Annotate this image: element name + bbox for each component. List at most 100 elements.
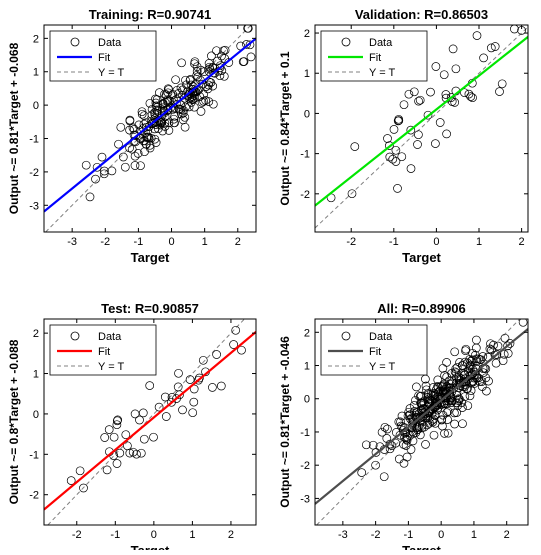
data-point (382, 434, 392, 443)
data-point (385, 152, 395, 162)
x-tick-label: -2 (346, 236, 356, 248)
data-point (145, 381, 155, 390)
x-tick-label: -2 (72, 529, 82, 541)
x-tick-label: 1 (476, 236, 482, 248)
data-point (422, 409, 431, 418)
data-point (104, 425, 114, 434)
y-tick-label: -2 (29, 490, 39, 502)
fit-line (44, 331, 256, 511)
data-point (204, 97, 214, 106)
data-point (207, 51, 216, 61)
data-point (112, 459, 122, 468)
data-point (398, 425, 408, 435)
data-point (125, 116, 135, 126)
data-point (460, 382, 470, 391)
data-point (402, 435, 412, 445)
data-point (160, 392, 170, 402)
data-point (130, 409, 140, 419)
data-point (79, 483, 88, 493)
data-point (242, 40, 251, 49)
legend: Data Fit Y = T (49, 30, 157, 82)
data-point (157, 112, 166, 121)
data-point (116, 122, 126, 132)
data-point (435, 386, 444, 396)
data-point (487, 345, 496, 355)
y-tick-label: -2 (300, 460, 310, 472)
data-point (446, 93, 456, 102)
x-tick-label: 2 (504, 529, 510, 541)
data-point (500, 333, 510, 343)
legend-data-marker (341, 331, 351, 341)
data-point (129, 125, 139, 134)
data-point (423, 110, 433, 120)
data-point (478, 352, 488, 361)
data-point (415, 95, 425, 105)
data-point (465, 361, 475, 371)
data-point (231, 325, 241, 335)
x-tick-label: 1 (471, 529, 477, 541)
y-tick-label: 2 (304, 28, 310, 40)
legend-data-marker (70, 331, 80, 341)
data-point (198, 355, 208, 365)
data-point (492, 350, 502, 359)
data-point (503, 349, 513, 358)
data-point (115, 448, 125, 458)
data-point (178, 115, 188, 125)
data-point (178, 405, 187, 415)
data-point (428, 417, 438, 427)
data-point (377, 427, 387, 437)
data-layer (315, 319, 528, 525)
data-point (190, 91, 199, 100)
data-point (163, 95, 172, 105)
data-point (409, 87, 419, 97)
data-point (216, 381, 226, 391)
data-point (219, 46, 228, 56)
chart-title: All: R=0.89906 (377, 301, 466, 316)
data-point (243, 25, 253, 33)
data-point (196, 107, 206, 116)
data-point (189, 397, 199, 407)
data-point (149, 432, 158, 442)
data-point (145, 98, 155, 108)
data-point (391, 438, 401, 448)
y-tick-label: -3 (300, 493, 310, 505)
legend-data-marker (341, 37, 351, 47)
data-point (406, 164, 416, 173)
data-point (385, 444, 395, 454)
x-tick-label: -2 (100, 236, 110, 248)
data-point (137, 107, 147, 117)
data-point (391, 145, 401, 155)
y-tick-label: 2 (33, 328, 39, 340)
data-point (388, 154, 398, 164)
y-tick-label: 0 (304, 108, 310, 120)
data-point (505, 339, 515, 348)
x-tick-label: 0 (433, 236, 439, 248)
data-point (460, 88, 469, 98)
plot-frame (314, 24, 529, 233)
data-point (404, 407, 413, 417)
data-point (457, 378, 466, 388)
data-point (164, 85, 174, 94)
data-point (379, 472, 389, 482)
data-point (458, 403, 467, 412)
y-tick-label: -1 (29, 449, 39, 461)
data-point (397, 152, 407, 162)
data-point (188, 408, 198, 418)
data-point (418, 397, 428, 407)
data-point (429, 430, 439, 440)
x-axis-label: Target (402, 543, 441, 550)
data-point (125, 448, 135, 458)
data-point (407, 413, 417, 423)
data-point (239, 57, 249, 66)
data-point (92, 162, 102, 172)
data-point (172, 394, 181, 403)
data-point (443, 406, 453, 416)
y-tick-label: 1 (33, 369, 39, 381)
data-point (142, 133, 151, 142)
data-point (107, 166, 117, 176)
data-point (452, 408, 462, 417)
data-point (160, 98, 170, 107)
data-point (451, 64, 461, 74)
data-point (421, 440, 430, 449)
data-point (399, 100, 409, 110)
